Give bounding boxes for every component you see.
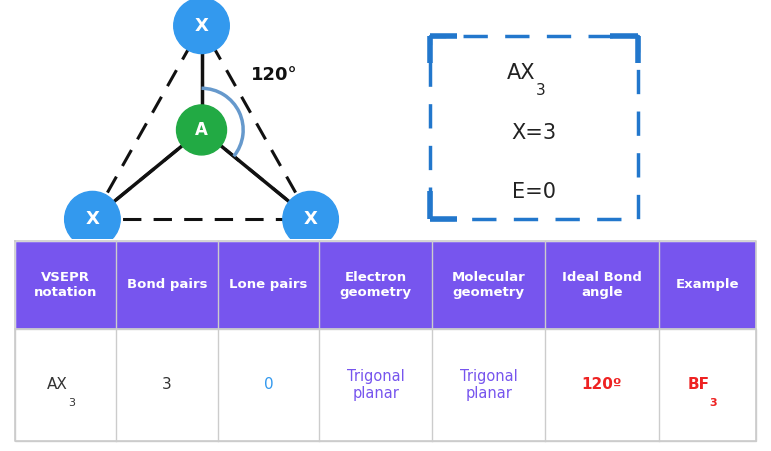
Text: BF: BF — [687, 377, 709, 392]
FancyBboxPatch shape — [15, 329, 756, 441]
Text: Molecular
geometry: Molecular geometry — [452, 271, 526, 299]
Text: X: X — [194, 17, 208, 35]
Text: Trigonal
planar: Trigonal planar — [460, 368, 517, 401]
Text: X: X — [304, 210, 318, 228]
Text: AX: AX — [507, 64, 536, 83]
Circle shape — [177, 105, 227, 155]
Text: 3: 3 — [68, 398, 75, 408]
Text: VSEPR
notation: VSEPR notation — [34, 271, 97, 299]
Text: A: A — [195, 121, 208, 139]
Text: Bond pairs: Bond pairs — [127, 278, 207, 291]
Circle shape — [283, 191, 338, 247]
FancyBboxPatch shape — [15, 240, 756, 329]
Text: 3: 3 — [536, 83, 546, 98]
Text: X: X — [86, 210, 99, 228]
Text: 120°: 120° — [251, 66, 298, 84]
Text: 3: 3 — [162, 377, 172, 392]
Text: 3: 3 — [709, 398, 717, 408]
Circle shape — [173, 0, 229, 54]
Text: Trigonal
planar: Trigonal planar — [347, 368, 405, 401]
Text: X=3: X=3 — [511, 123, 557, 143]
Text: Example: Example — [675, 278, 739, 291]
Text: Lone pairs: Lone pairs — [229, 278, 308, 291]
Text: AX: AX — [47, 377, 68, 392]
Circle shape — [65, 191, 120, 247]
Text: E=0: E=0 — [512, 182, 556, 202]
Text: 120º: 120º — [581, 377, 622, 392]
Text: 0: 0 — [264, 377, 273, 392]
Text: Electron
geometry: Electron geometry — [340, 271, 412, 299]
Text: Ideal Bond
angle: Ideal Bond angle — [562, 271, 642, 299]
